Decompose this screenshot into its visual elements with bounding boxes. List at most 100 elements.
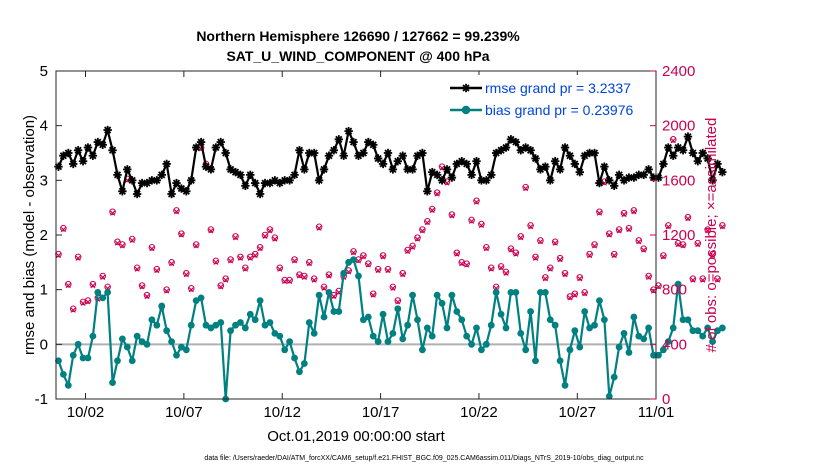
assimilated-obs-stroke <box>424 220 430 226</box>
bias-point <box>679 316 687 324</box>
possible-obs-point <box>719 222 726 229</box>
bias-point <box>492 289 500 296</box>
rmse-point <box>531 154 540 163</box>
bias-point <box>89 332 97 340</box>
bias-point <box>389 330 397 337</box>
bias-point <box>448 291 456 299</box>
rmse-point <box>295 146 304 155</box>
bias-point <box>94 289 102 296</box>
rmse-point <box>408 165 417 174</box>
possible-obs-point <box>468 216 475 224</box>
assimilated-obs-stroke <box>434 191 440 197</box>
possible-obs-point <box>237 253 244 261</box>
rmse-point-stroke <box>448 173 456 182</box>
rmse-point-stroke <box>335 135 343 143</box>
possible-obs-point <box>74 253 82 261</box>
bias-point <box>674 280 682 288</box>
bias-point <box>468 340 475 348</box>
legend-bias-label: bias grand pr = 0.23976 <box>485 102 633 118</box>
rmse-point <box>432 170 442 180</box>
rmse-point <box>595 178 604 188</box>
assimilated-obs-point <box>464 262 470 268</box>
possible-obs-point <box>222 275 229 283</box>
rmse-point <box>541 162 550 171</box>
assimilated-obs-stroke <box>119 243 125 249</box>
assimilated-obs-stroke <box>557 257 563 263</box>
rmse-point <box>334 135 343 144</box>
rmse-point-stroke <box>551 157 559 165</box>
assimilated-obs-stroke <box>287 278 293 285</box>
rmse-point-stroke <box>526 146 535 154</box>
assimilated-obs-stroke <box>252 252 258 259</box>
bias-series <box>55 256 726 403</box>
assimilated-obs-stroke <box>567 295 573 301</box>
rmse-point-stroke <box>595 179 604 187</box>
rmse-point-stroke <box>713 160 722 168</box>
y-tick-label: 2 <box>40 227 48 244</box>
assimilated-obs-point <box>542 276 548 282</box>
assimilated-obs-point <box>434 191 440 197</box>
bias-point <box>335 308 343 315</box>
bias-point <box>99 294 107 302</box>
possible-obs-point <box>620 209 628 217</box>
possible-obs-point <box>261 231 269 239</box>
legend-rmse-marker <box>461 83 471 93</box>
y2-tick-label: 1600 <box>662 172 695 189</box>
rmse-point-stroke <box>182 187 190 195</box>
assimilated-obs-point <box>370 292 376 298</box>
rmse-point <box>614 170 624 180</box>
rmse-point-stroke <box>187 176 195 184</box>
possible-obs-point <box>305 259 313 266</box>
rmse-point-stroke <box>202 163 210 171</box>
assimilated-obs-point <box>287 278 293 285</box>
rmse-point-stroke <box>217 138 225 146</box>
assimilated-obs-stroke <box>582 291 588 297</box>
assimilated-obs-point <box>272 236 278 242</box>
rmse-point <box>344 126 353 136</box>
rmse-point <box>290 170 299 180</box>
assimilated-obs-point <box>85 299 91 305</box>
assimilated-obs-stroke <box>321 285 327 291</box>
possible-obs-point <box>114 238 121 246</box>
rmse-point-stroke <box>315 176 323 184</box>
bias-point <box>541 289 549 296</box>
possible-obs-point <box>138 282 146 289</box>
assimilated-obs-point <box>114 240 121 246</box>
bias-point <box>517 330 525 337</box>
bias-point <box>625 349 633 356</box>
assimilated-obs-stroke <box>144 293 150 300</box>
assimilated-obs-stroke <box>291 258 298 264</box>
assimilated-obs-point <box>414 236 421 242</box>
assimilated-obs-stroke <box>134 266 140 272</box>
possible-obs-point <box>399 269 407 277</box>
rmse-point <box>590 148 599 158</box>
possible-obs-point <box>537 237 544 244</box>
possible-obs-point <box>394 297 402 304</box>
y-tick-label: 3 <box>40 172 48 189</box>
possible-obs-point <box>64 280 72 288</box>
bias-point <box>237 319 244 326</box>
rmse-point <box>605 176 614 185</box>
rmse-point-stroke <box>379 160 387 168</box>
bias-line <box>57 258 723 401</box>
y2-tick-label: 0 <box>662 391 670 408</box>
assimilated-obs-point <box>65 282 71 289</box>
rmse-point <box>162 159 171 169</box>
assimilated-obs-point <box>636 239 642 245</box>
rmse-point <box>511 137 521 147</box>
assimilated-obs-stroke <box>100 274 106 280</box>
assimilated-obs-point <box>316 225 322 231</box>
assimilated-obs-point <box>375 267 381 274</box>
possible-obs-point <box>389 283 397 291</box>
x-tick-label: 10/02 <box>67 404 105 421</box>
assimilated-obs-stroke <box>346 269 352 275</box>
possible-obs-point <box>271 234 279 242</box>
assimilated-obs-stroke <box>473 199 480 205</box>
bias-point <box>600 316 608 324</box>
bias-point <box>330 308 338 315</box>
rmse-point-stroke <box>566 152 574 160</box>
assimilated-obs-point <box>660 254 666 260</box>
bias-point <box>551 321 559 329</box>
assimilated-obs-stroke <box>705 228 711 234</box>
bias-point <box>659 346 667 354</box>
